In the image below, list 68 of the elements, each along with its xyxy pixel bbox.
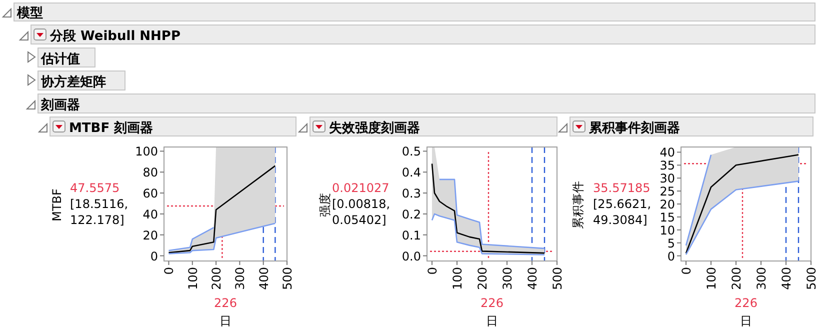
text: 估计值	[40, 52, 80, 67]
ref-line-label: 226	[480, 296, 504, 310]
x-axis-title: 日	[740, 314, 752, 328]
text: [18.5116, 122.178]	[70, 197, 128, 227]
y-tick-label: 35	[660, 158, 675, 173]
y-tick-label: 0.5	[402, 144, 421, 159]
x-tick-label: 0	[426, 267, 440, 275]
line-series	[431, 213, 546, 256]
x-tick-label: 0	[680, 267, 694, 275]
x-axis-title: 日	[486, 314, 498, 328]
y-tick-label: 0.4	[402, 166, 421, 180]
text: [0.00818, 0.05402]	[332, 197, 390, 227]
x-tick-label: 200	[476, 267, 490, 290]
chart-title: MTBF 刻画器	[69, 120, 154, 136]
ref-line-label: 226	[734, 296, 758, 310]
x-tick-label: 400	[526, 267, 540, 290]
text: 模型	[16, 6, 43, 21]
line-series	[438, 178, 546, 250]
x-tick-label: 300	[754, 267, 768, 290]
ref-line-label: 226	[214, 296, 237, 310]
x-tick-label: 500	[804, 267, 818, 290]
text: [25.6621, 49.3084]	[593, 197, 652, 227]
y-tick-label: 15	[660, 210, 675, 224]
line-series	[168, 222, 276, 254]
ref-line-label: 47.5575	[70, 181, 120, 195]
x-tick-label: 200	[730, 267, 744, 290]
line-series	[431, 163, 546, 254]
y-tick-label: 60	[142, 186, 158, 201]
y-tick-label: 40	[660, 146, 675, 160]
x-tick-label: 300	[500, 267, 514, 290]
x-tick-label: 100	[186, 267, 200, 290]
x-tick-label: 400	[780, 267, 794, 290]
y-axis-title: 累积事件	[571, 181, 585, 229]
y-axis-title: MTBF	[50, 188, 64, 222]
chart-title: 失效强度刻画器	[329, 120, 420, 136]
y-tick-label: 5	[667, 236, 675, 250]
y-tick-label: 30	[660, 172, 675, 186]
y-tick-label: 0	[150, 249, 158, 264]
text: 协方差矩阵	[40, 74, 106, 90]
x-tick-label: 0	[162, 267, 176, 275]
y-tick-label: 80	[142, 166, 158, 180]
line-series	[168, 165, 276, 254]
x-tick-label: 500	[550, 267, 564, 290]
y-tick-label: 0.0	[402, 249, 421, 264]
x-tick-label: 100	[450, 267, 464, 290]
line-series	[685, 180, 800, 256]
ref-line-label: 35.57185	[593, 181, 650, 195]
y-tick-label: 0	[667, 249, 675, 264]
y-tick-label: 0.1	[402, 228, 421, 242]
y-tick-label: 20	[660, 198, 675, 212]
y-tick-label: 0.3	[402, 186, 421, 201]
text: 分段 Weibull NHPP	[49, 29, 180, 44]
y-axis-title: 强度	[318, 193, 332, 217]
y-tick-label: 40	[142, 207, 158, 222]
x-tick-label: 100	[704, 267, 718, 290]
x-tick-label: 400	[256, 267, 271, 290]
x-tick-label: 200	[210, 267, 224, 290]
x-axis-title: 日	[220, 314, 232, 328]
x-tick-label: 300	[233, 267, 248, 290]
y-tick-label: 10	[660, 223, 675, 238]
y-tick-label: 20	[142, 228, 158, 242]
ref-line-label: 0.021027	[332, 181, 390, 195]
y-tick-label: 25	[660, 184, 675, 199]
y-tick-label: 0.2	[402, 207, 421, 222]
x-tick-label: 500	[280, 267, 294, 290]
y-tick-label: 100	[135, 144, 158, 159]
text: 刻画器	[40, 97, 80, 113]
chart-title: 累积事件刻画器	[588, 120, 680, 136]
